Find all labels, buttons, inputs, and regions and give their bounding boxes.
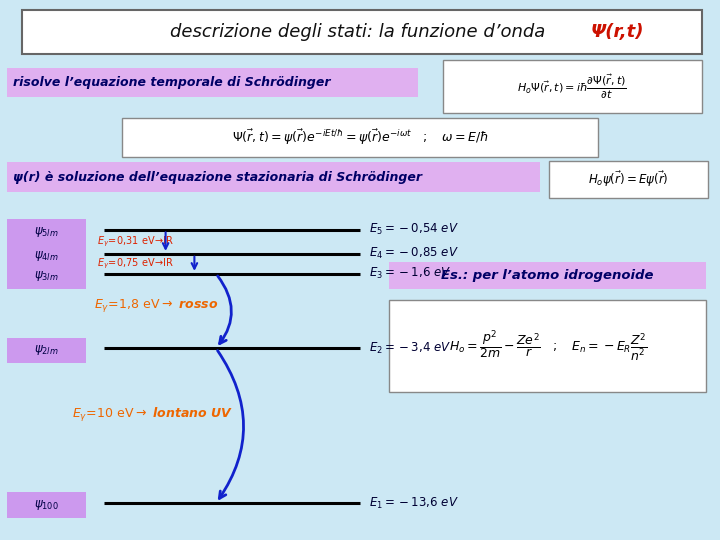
Bar <box>389 300 706 392</box>
Text: $E_2=-3{,}4\ eV$: $E_2=-3{,}4\ eV$ <box>369 341 451 356</box>
Bar <box>7 68 418 97</box>
Text: $E_\gamma\!=\!0{,}75\ \mathrm{eV}\!\to\!\mathrm{IR}$: $E_\gamma\!=\!0{,}75\ \mathrm{eV}\!\to\!… <box>97 256 174 271</box>
Text: $\psi_{100}$: $\psi_{100}$ <box>35 498 59 512</box>
Bar <box>7 162 540 192</box>
Text: Es.: per l’atomo idrogenoide: Es.: per l’atomo idrogenoide <box>441 269 654 282</box>
Text: $E_\gamma\!=\!10\ \mathrm{eV}\to$ lontano UV: $E_\gamma\!=\!10\ \mathrm{eV}\to$ lontan… <box>72 406 233 424</box>
Text: $\Psi(\vec{r},t)=\psi(\vec{r})e^{-iEt/\hbar}=\psi(\vec{r})e^{-i\omega t}$$\quad;: $\Psi(\vec{r},t)=\psi(\vec{r})e^{-iEt/\h… <box>232 127 488 147</box>
Text: $H_o=\dfrac{p^2}{2m}-\dfrac{Ze^2}{r}\quad;\quad E_n=-E_R\dfrac{Z^2}{n^2}$: $H_o=\dfrac{p^2}{2m}-\dfrac{Ze^2}{r}\qua… <box>449 328 648 363</box>
Text: $\psi_{2lm}$: $\psi_{2lm}$ <box>35 343 59 357</box>
Text: descrizione degli stati: la funzione d’onda: descrizione degli stati: la funzione d’o… <box>169 23 551 41</box>
Text: Ψ(r,t): Ψ(r,t) <box>591 23 644 41</box>
Bar <box>7 338 86 363</box>
Text: $\psi_{5lm}$: $\psi_{5lm}$ <box>35 225 59 239</box>
Bar <box>22 10 702 54</box>
Text: risolve l’equazione temporale di Schrödinger: risolve l’equazione temporale di Schrödi… <box>13 76 330 89</box>
Text: ψ(r) è soluzione dell’equazione stazionaria di Schrödinger: ψ(r) è soluzione dell’equazione staziona… <box>13 171 422 184</box>
Text: $\psi_{3lm}$: $\psi_{3lm}$ <box>35 269 59 283</box>
Bar <box>122 118 598 157</box>
Bar <box>389 262 706 289</box>
Text: $H_o\Psi(\vec{r},t)=i\hbar\dfrac{\partial\Psi(\vec{r},t)}{\partial t}$: $H_o\Psi(\vec{r},t)=i\hbar\dfrac{\partia… <box>518 73 627 101</box>
Text: $E_\gamma\!=\!1{,}8\ \mathrm{eV}\to$ rosso: $E_\gamma\!=\!1{,}8\ \mathrm{eV}\to$ ros… <box>94 297 218 314</box>
Text: $H_o\psi(\vec{r})=E\psi(\vec{r})$: $H_o\psi(\vec{r})=E\psi(\vec{r})$ <box>588 170 669 190</box>
Bar <box>7 492 86 518</box>
Text: $E_4=-0{,}85\ eV$: $E_4=-0{,}85\ eV$ <box>369 246 459 261</box>
Bar <box>7 243 86 269</box>
Text: $E_\gamma\!=\!0{,}31\ \mathrm{eV}\!\to\!\mathrm{IR}$: $E_\gamma\!=\!0{,}31\ \mathrm{eV}\!\to\!… <box>97 234 174 249</box>
Bar <box>7 263 86 289</box>
Bar <box>549 161 708 198</box>
Bar <box>7 219 86 245</box>
Text: $E_1=-13{,}6\ eV$: $E_1=-13{,}6\ eV$ <box>369 496 459 511</box>
FancyArrowPatch shape <box>217 276 231 343</box>
Text: $E_3=-1{,}6\ eV$: $E_3=-1{,}6\ eV$ <box>369 266 451 281</box>
Bar <box>443 60 702 113</box>
Text: $E_5=-0{,}54\ eV$: $E_5=-0{,}54\ eV$ <box>369 222 459 237</box>
Text: $\psi_{4lm}$: $\psi_{4lm}$ <box>35 249 59 263</box>
FancyArrowPatch shape <box>217 350 243 498</box>
